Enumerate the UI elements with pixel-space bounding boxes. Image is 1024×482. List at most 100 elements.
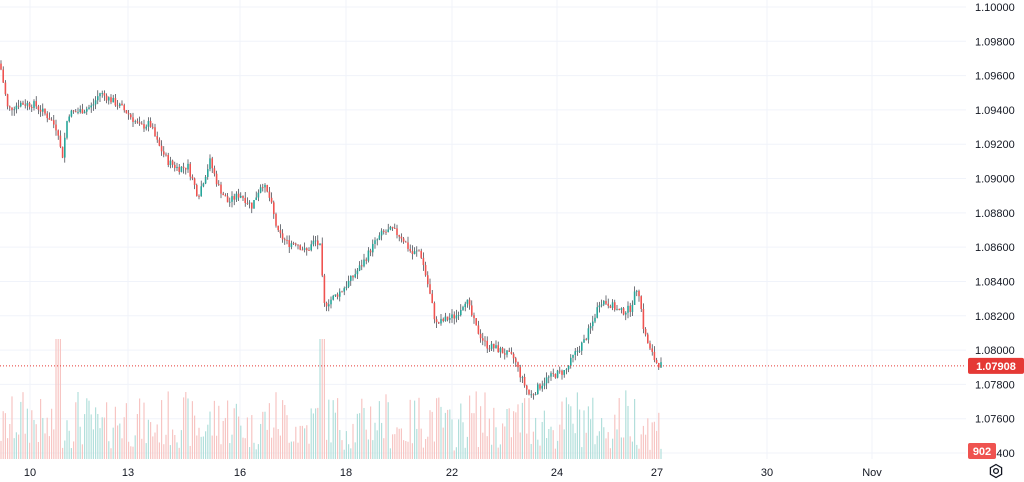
candle-body: [160, 145, 163, 152]
candle-body: [587, 328, 590, 340]
candle-body: [521, 376, 524, 378]
volume-bar: [321, 339, 323, 459]
candle-body: [31, 106, 33, 108]
candle-body: [607, 303, 609, 306]
time-tick-label: 10: [24, 467, 36, 479]
volume-bar: [596, 435, 598, 459]
volume-bar: [513, 411, 515, 459]
volume-bar: [231, 434, 233, 459]
candle-body: [136, 121, 139, 123]
volume-bar: [57, 339, 59, 459]
volume-bar: [565, 397, 567, 459]
candle-body: [156, 136, 158, 140]
volume-bar: [363, 407, 365, 459]
volume-bar: [99, 428, 101, 459]
candle-body: [455, 315, 458, 319]
candle-body: [209, 158, 211, 170]
candle-body: [94, 100, 97, 105]
volume-bar: [623, 437, 625, 459]
volume-bar: [543, 410, 545, 459]
volume-bar: [634, 399, 636, 459]
candle-body: [658, 363, 660, 368]
volume-bar: [165, 434, 167, 459]
last-price-badge-bg: [968, 357, 1024, 374]
candle-body: [363, 259, 365, 267]
candle-body: [622, 308, 625, 315]
volume-bar: [134, 435, 136, 459]
candle-body: [299, 245, 301, 250]
candle-body: [35, 101, 37, 107]
candle-body: [389, 226, 392, 230]
volume-bar: [123, 417, 125, 459]
candle-body: [253, 199, 255, 209]
volume-bar: [227, 400, 229, 459]
candle-body: [235, 193, 238, 200]
candle-body: [504, 353, 506, 355]
volume-bar: [546, 438, 548, 459]
candle-body: [2, 69, 4, 83]
volume-bar: [20, 401, 22, 459]
candle-body: [44, 108, 46, 114]
volume-bar: [508, 408, 510, 459]
price-tick-label: 1.09200: [975, 139, 1015, 151]
candle-body: [11, 107, 13, 111]
volume-bar: [548, 428, 550, 459]
volume-bar: [26, 408, 28, 459]
volume-bar: [319, 339, 321, 459]
volume-bar: [422, 447, 424, 459]
candle-body: [636, 290, 638, 292]
candle-body: [565, 369, 568, 371]
candle-body: [490, 343, 493, 349]
grid-lines: [0, 0, 966, 459]
candle-body: [81, 109, 84, 114]
candle-body: [336, 294, 339, 297]
volume-bar: [66, 420, 68, 459]
candle-body: [567, 365, 570, 370]
candle-body: [493, 343, 495, 349]
volume-bar: [638, 448, 640, 459]
volume-bar: [156, 424, 158, 459]
volume-bar: [557, 440, 559, 459]
time-axis[interactable]: 10 13 16 18 22 24 27 30 Nov: [24, 467, 882, 479]
candle-body: [134, 121, 136, 123]
candle-body: [589, 326, 592, 329]
volume-bar: [506, 409, 508, 459]
candle-body: [581, 342, 583, 351]
last-price-badge: 1.07908: [968, 357, 1024, 374]
candle-body: [633, 291, 636, 305]
candle-body: [42, 108, 44, 112]
candle-body: [352, 275, 354, 278]
volume-bar: [647, 418, 649, 459]
candle-body: [543, 383, 546, 386]
volume-bar: [158, 442, 160, 459]
volume-bar: [62, 447, 64, 459]
candle-body: [367, 250, 370, 261]
volume-bar: [568, 404, 570, 459]
chart-settings-button[interactable]: [986, 462, 1006, 480]
candle-body: [262, 187, 264, 189]
volume-bar: [387, 402, 389, 459]
volume-bar: [304, 428, 306, 459]
volume-bar: [378, 401, 380, 459]
volume-bar: [414, 400, 416, 459]
candle-body: [222, 193, 224, 196]
candle-body: [442, 318, 444, 321]
candle-body: [200, 186, 202, 197]
candle-body: [66, 121, 68, 138]
candle-body: [28, 103, 31, 107]
volume-bar: [114, 406, 116, 459]
candle-body: [629, 305, 631, 312]
volume-bar: [299, 425, 301, 459]
candle-body: [372, 243, 374, 253]
volume-bar: [35, 424, 37, 459]
volume-bar: [196, 435, 198, 459]
candle-body: [466, 299, 469, 304]
candle-body: [251, 202, 253, 209]
volume-bar: [552, 430, 554, 459]
volume-bar: [453, 450, 455, 459]
candle-body: [301, 249, 304, 251]
price-axis[interactable]: 1.10000 1.09800 1.09600 1.09400 1.09200 1.090…: [975, 2, 1015, 460]
volume-bar: [44, 433, 46, 459]
candle-body: [387, 229, 389, 233]
